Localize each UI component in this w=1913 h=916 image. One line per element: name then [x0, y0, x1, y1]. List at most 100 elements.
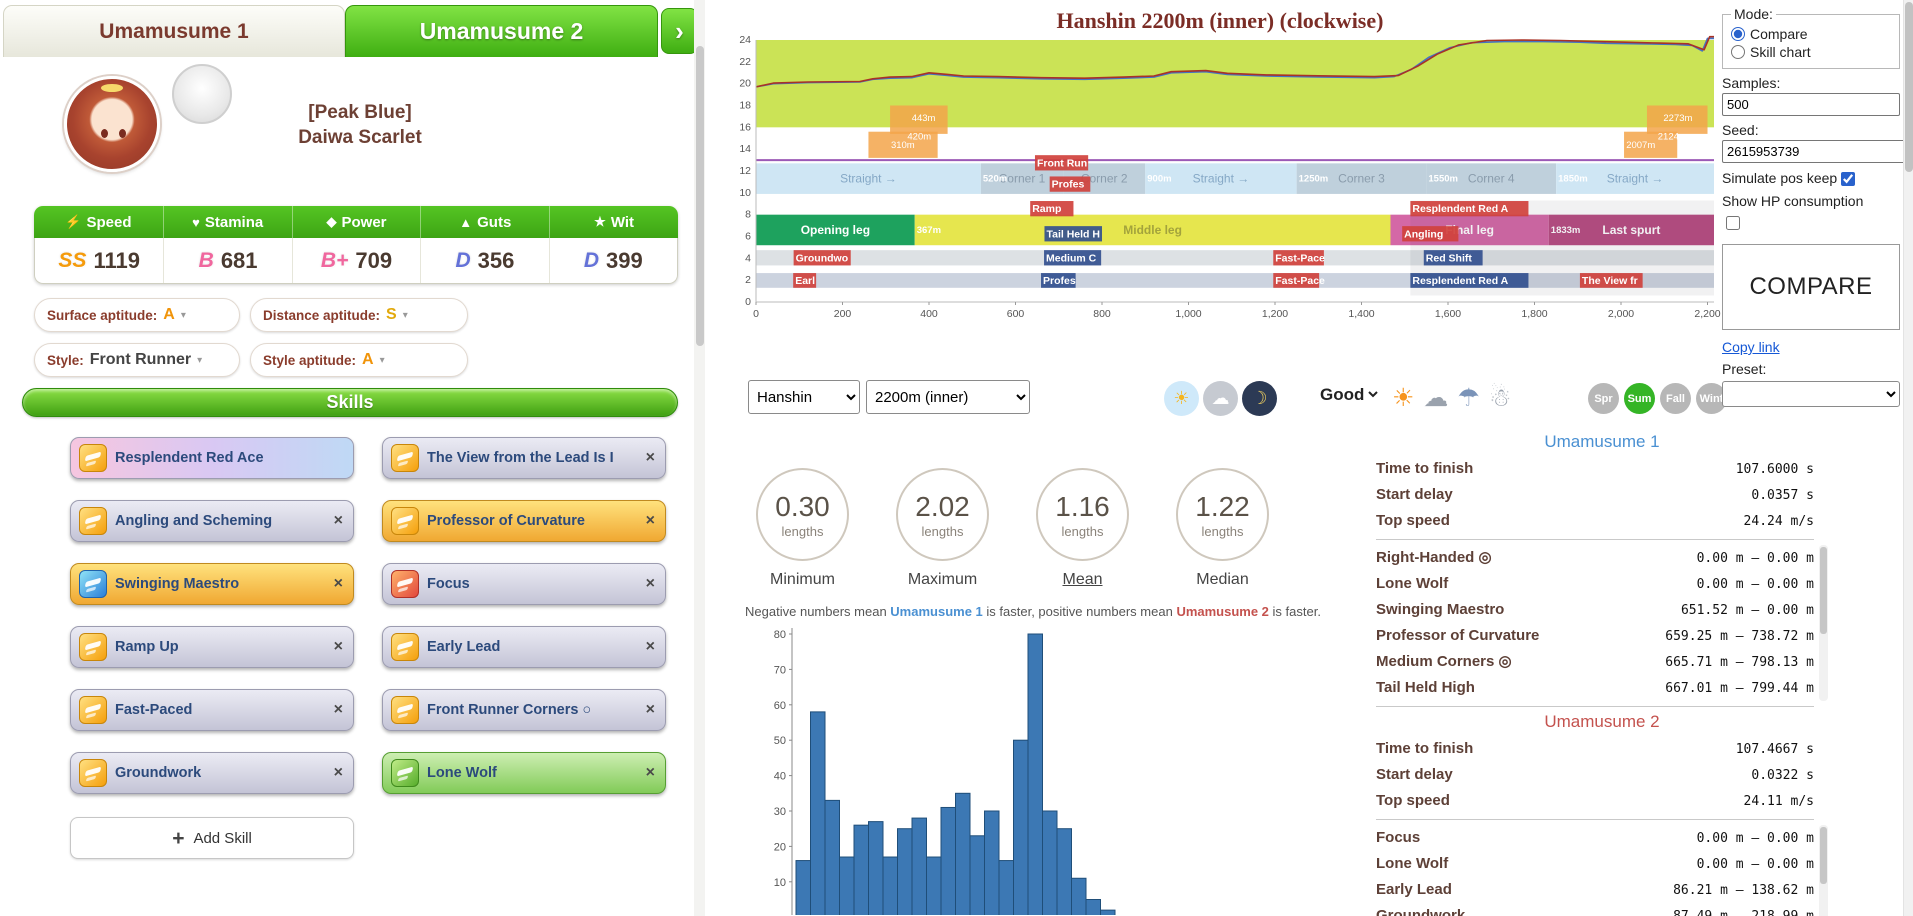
remove-skill-icon[interactable]: × [333, 764, 343, 781]
svg-text:310m: 310m [891, 140, 915, 151]
result-value: 0.0322 s [1751, 768, 1814, 783]
next-tab-button[interactable]: › [661, 8, 698, 54]
remove-skill-icon[interactable]: × [333, 512, 343, 529]
skill-name: Professor of Curvature [427, 513, 585, 529]
weather-rainy-button[interactable]: ☂ [1457, 383, 1480, 412]
remove-skill-icon[interactable]: × [333, 575, 343, 592]
skill-chip[interactable]: Angling and Scheming × [70, 500, 354, 542]
weather-snowy-button[interactable]: ☃ [1488, 383, 1512, 412]
copy-link[interactable]: Copy link [1722, 339, 1780, 355]
distance-select[interactable]: 2200m (inner) [866, 380, 1030, 414]
skill-chip[interactable]: The View from the Lead Is I × [382, 437, 666, 479]
alternate-outfit-avatar[interactable] [172, 64, 232, 124]
skill-chip[interactable]: Ramp Up × [70, 626, 354, 668]
weather-cloudy-button[interactable]: ☁ [1423, 383, 1449, 412]
mode-option-skill-chart[interactable]: Skill chart [1731, 44, 1891, 60]
result-label: Start delay [1376, 486, 1453, 503]
ground-condition-select[interactable]: Good [1316, 384, 1381, 405]
skill-chip[interactable]: Swinging Maestro × [70, 563, 354, 605]
svg-text:10: 10 [774, 877, 786, 889]
checkbox-label: Simulate pos keep [1722, 170, 1838, 186]
skill-chip[interactable]: Resplendent Red Ace [70, 437, 354, 479]
results-scrollbar[interactable] [1819, 825, 1828, 916]
skill-icon [79, 570, 107, 598]
remove-skill-icon[interactable]: × [645, 638, 655, 655]
skill-chip[interactable]: Lone Wolf × [382, 752, 666, 794]
aptitude-select-style[interactable]: Style: Front Runner ▾ [34, 343, 240, 377]
page-scrollbar-thumb[interactable] [1905, 2, 1913, 172]
compare-button[interactable]: COMPARE [1722, 244, 1900, 330]
time-day-button[interactable]: ☀ [1164, 381, 1199, 416]
preset-select[interactable] [1722, 381, 1900, 407]
svg-text:1850m: 1850m [1558, 174, 1588, 185]
season-spr-button[interactable]: Spr [1588, 383, 1619, 414]
time-evening-button[interactable]: ☁ [1203, 381, 1238, 416]
svg-text:2124m: 2124m [1658, 131, 1687, 142]
remove-skill-icon[interactable]: × [645, 575, 655, 592]
skill-name: Swinging Maestro [115, 576, 240, 592]
svg-text:Corner 1: Corner 1 [999, 172, 1046, 186]
result-value: 24.11 m/s [1743, 794, 1814, 809]
remove-skill-icon[interactable]: × [645, 701, 655, 718]
stat-value-cell: B+ 709 [291, 238, 420, 283]
skill-chip[interactable]: Fast-Paced × [70, 689, 354, 731]
stat-value-cell: SS 1119 [35, 238, 163, 283]
skill-result-label: Professor of Curvature [1376, 627, 1540, 644]
skill-chip[interactable]: Focus × [382, 563, 666, 605]
metric-label: Median [1196, 571, 1249, 588]
simulate-pos-keep-checkbox[interactable] [1841, 172, 1856, 187]
tab-umamusume-1[interactable]: Umamusume 1 [3, 5, 345, 57]
skill-chip[interactable]: Professor of Curvature × [382, 500, 666, 542]
svg-text:600: 600 [1007, 308, 1025, 320]
results-scrollbar-thumb[interactable] [1820, 827, 1827, 884]
left-panel-scrollbar[interactable] [694, 0, 705, 916]
left-panel-scrollbar-thumb[interactable] [695, 46, 704, 346]
aptitude-select-style-aptitude[interactable]: Style aptitude: A ▾ [250, 343, 468, 377]
skill-result-label: Focus [1376, 829, 1421, 846]
skill-icon [391, 633, 419, 661]
remove-skill-icon[interactable]: × [645, 764, 655, 781]
results-scrollbar-thumb[interactable] [1820, 547, 1827, 635]
season-wint-button[interactable]: Wint [1696, 383, 1727, 414]
skill-chip[interactable]: Early Lead × [382, 626, 666, 668]
aptitude-select-surface[interactable]: Surface aptitude: A ▾ [34, 298, 240, 332]
character-avatar[interactable] [64, 76, 160, 172]
seed-input[interactable] [1722, 140, 1908, 163]
chevron-down-icon: ▾ [402, 309, 408, 321]
add-skill-button[interactable]: + Add Skill [70, 817, 354, 859]
mode-option-compare[interactable]: Compare [1731, 26, 1891, 42]
season-sum-button[interactable]: Sum [1624, 383, 1655, 414]
results-scrollbar[interactable] [1819, 545, 1828, 701]
stat-header-cell: ⚡ Speed [34, 206, 163, 238]
skill-result-value: 0.00 m – 0.00 m [1696, 857, 1814, 872]
skill-chip[interactable]: Groundwork × [70, 752, 354, 794]
aptitude-select-distance[interactable]: Distance aptitude: S ▾ [250, 298, 468, 332]
svg-text:2273m: 2273m [1663, 113, 1692, 124]
skill-chip[interactable]: Front Runner Corners ○ × [382, 689, 666, 731]
stat-header-label: Power [341, 213, 387, 231]
course-select[interactable]: Hanshin [748, 380, 860, 414]
stat-header-cell: ◆ Power [291, 206, 421, 238]
mode-radio-0[interactable] [1731, 27, 1745, 41]
remove-skill-icon[interactable]: × [333, 701, 343, 718]
ground-condition: Good [1316, 384, 1381, 405]
skill-result-value: 0.00 m – 0.00 m [1696, 577, 1814, 592]
samples-input[interactable] [1722, 93, 1900, 116]
stat-grade-badge: D [455, 248, 471, 272]
svg-text:Profes: Profes [1043, 275, 1076, 287]
page-scrollbar[interactable] [1903, 0, 1913, 916]
skill-icon [79, 759, 107, 787]
mode-radio-1[interactable] [1731, 45, 1745, 59]
svg-text:Straight →: Straight → [840, 172, 897, 186]
remove-skill-icon[interactable]: × [645, 449, 655, 466]
weather-sunny-button[interactable]: ☀ [1392, 383, 1415, 412]
time-night-button[interactable]: ☽ [1242, 381, 1277, 416]
aptitude-value: A [362, 351, 374, 368]
tab-umamusume-2[interactable]: Umamusume 2 [345, 5, 658, 57]
chevron-down-icon: ▾ [379, 354, 385, 366]
stat-value: 399 [606, 247, 643, 273]
remove-skill-icon[interactable]: × [333, 638, 343, 655]
show-hp-consumption-checkbox[interactable] [1726, 216, 1740, 231]
season-fall-button[interactable]: Fall [1660, 383, 1691, 414]
remove-skill-icon[interactable]: × [645, 512, 655, 529]
